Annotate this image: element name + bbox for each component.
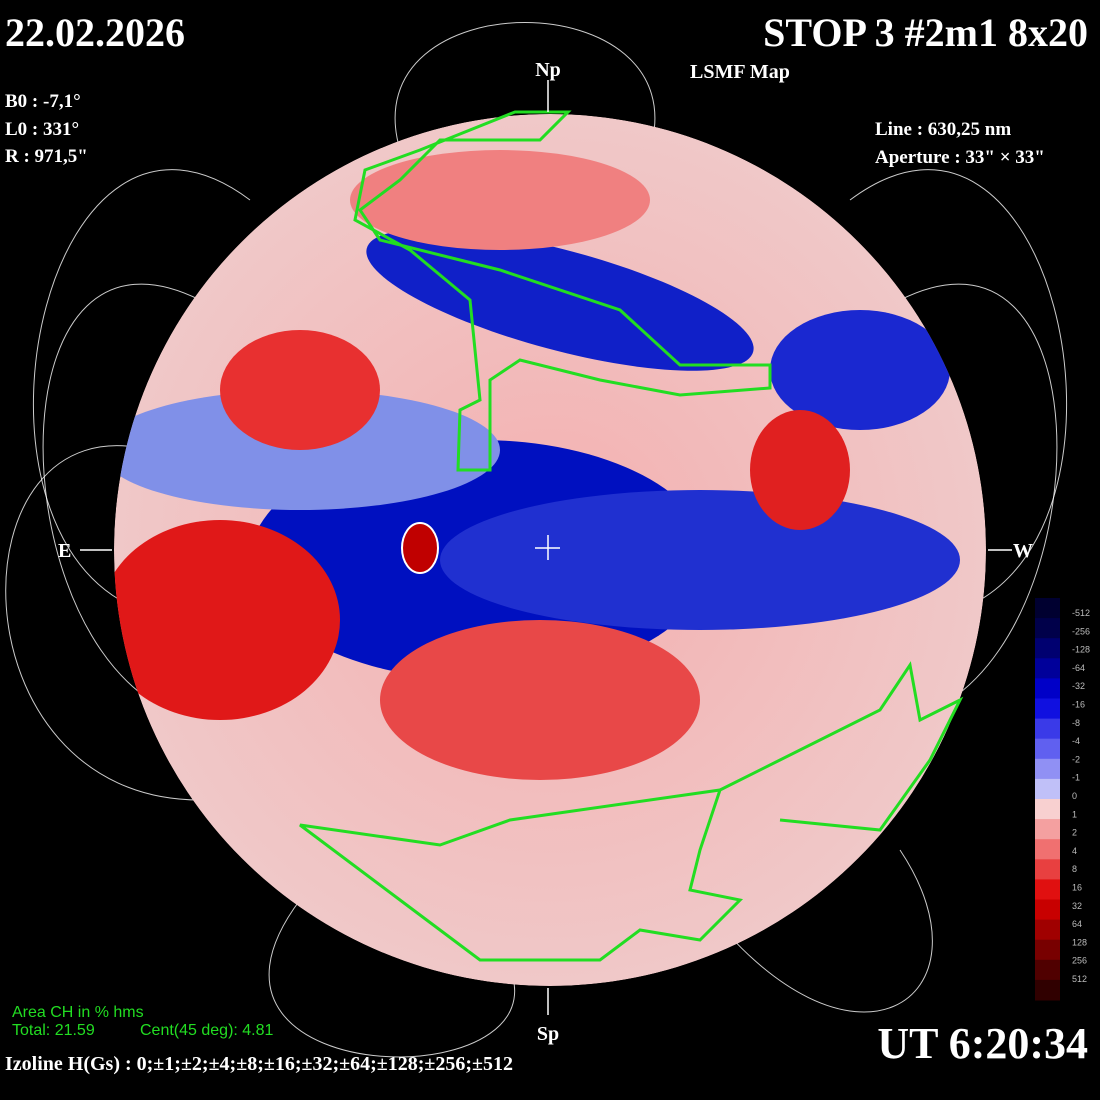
colorbar-segment (1035, 638, 1060, 659)
colorbar-segment (1035, 919, 1060, 941)
east: E (58, 540, 71, 562)
colorbar-label: 64 (1072, 919, 1082, 929)
colorbar-label: 2 (1072, 828, 1077, 838)
colorbar: -512 -256 -128 -64 -32 -16 -8 -4 -2 -1 0 1 2 4 8 16 32 64… (1035, 598, 1090, 1001)
north: Np (535, 59, 561, 81)
radius: R : 971,5" (5, 146, 88, 167)
colorbar-label: 8 (1072, 864, 1077, 874)
colorbar-segment (1035, 658, 1060, 679)
colorbar-label: -8 (1072, 718, 1080, 728)
title: STOP 3 #2m1 8x20 (763, 10, 1088, 55)
coronal-hole-contours (299, 110, 964, 962)
colorbar-label: -512 (1072, 608, 1090, 618)
colorbar-label: -256 (1072, 626, 1090, 636)
colorbar-label: -64 (1072, 663, 1085, 673)
date: 22.02.2026 (5, 10, 185, 55)
colorbar-label: -4 (1072, 736, 1080, 746)
aperture: Aperture : 33" × 33" (875, 147, 1045, 168)
b0: B0 : -7,1° (5, 91, 81, 112)
colorbar-label: -16 (1072, 700, 1085, 710)
izoline: Izoline H(Gs) : 0;±1;±2;±4;±8;±16;±32;±6… (5, 1053, 513, 1075)
colorbar-segment (1035, 778, 1060, 800)
colorbar-segment (1035, 718, 1060, 740)
colorbar-segment (1035, 678, 1060, 699)
colorbar-segment (1035, 618, 1060, 639)
colorbar-segment (1035, 859, 1060, 880)
colorbar-segment (1035, 839, 1060, 860)
colorbar-label: 512 (1072, 974, 1087, 984)
colorbar-segment (1035, 899, 1060, 921)
colorbar-segment (1035, 799, 1060, 820)
colorbar-segment (1035, 738, 1060, 760)
axis-ticks (80, 80, 1012, 1015)
total: Total: 21.59 (12, 1022, 95, 1039)
colorbar-label: 16 (1072, 883, 1082, 893)
colorbar-label: -128 (1072, 645, 1090, 655)
l0: L0 : 331° (5, 119, 79, 140)
time: UT 6:20:34 (877, 1019, 1088, 1068)
colorbar-segment (1035, 698, 1060, 720)
south: Sp (537, 1023, 559, 1045)
colorbar-label: 4 (1072, 846, 1077, 856)
colorbar-label: 0 (1072, 791, 1077, 801)
colorbar-label: -32 (1072, 681, 1085, 691)
colorbar-label: 128 (1072, 937, 1087, 947)
colorbar-label: 1 (1072, 809, 1077, 819)
colorbar-segment (1035, 819, 1060, 840)
center-cross (535, 535, 560, 560)
colorbar-label: 32 (1072, 901, 1082, 911)
colorbar-segment (1035, 979, 1060, 1001)
line: Line : 630,25 nm (875, 119, 1011, 140)
colorbar-segment (1035, 939, 1060, 961)
colorbar-segment (1035, 598, 1060, 619)
colorbar-label: -1 (1072, 773, 1080, 783)
area-title: Area CH in % hms (12, 1004, 144, 1021)
colorbar-segment (1035, 758, 1060, 780)
colorbar-label: -2 (1072, 754, 1080, 764)
colorbar-label: 256 (1072, 956, 1087, 966)
subtitle: LSMF Map (690, 61, 790, 83)
west: W (1013, 540, 1033, 562)
colorbar-segment (1035, 879, 1060, 900)
solar-disk (114, 114, 986, 986)
field-lines (5, 22, 1068, 1058)
colorbar-segment (1035, 959, 1060, 981)
central: Cent(45 deg): 4.81 (140, 1022, 274, 1039)
